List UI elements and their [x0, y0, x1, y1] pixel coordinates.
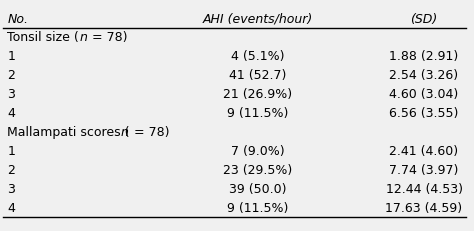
Text: 7 (9.0%): 7 (9.0%) [230, 144, 284, 158]
Text: 12.44 (4.53): 12.44 (4.53) [385, 182, 463, 195]
Text: 1: 1 [8, 50, 15, 63]
Text: 17.63 (4.59): 17.63 (4.59) [385, 201, 463, 214]
Text: 2: 2 [8, 163, 15, 176]
Text: 9 (11.5%): 9 (11.5%) [227, 201, 288, 214]
Text: Mallampati scores (: Mallampati scores ( [8, 126, 130, 139]
Text: 4 (5.1%): 4 (5.1%) [231, 50, 284, 63]
Text: Tonsil size (: Tonsil size ( [8, 31, 79, 44]
Text: 2.54 (3.26): 2.54 (3.26) [390, 69, 459, 82]
Text: (SD): (SD) [410, 12, 438, 25]
Text: 7.74 (3.97): 7.74 (3.97) [389, 163, 459, 176]
Text: 4: 4 [8, 201, 15, 214]
Text: n: n [79, 31, 87, 44]
Text: 3: 3 [8, 182, 15, 195]
Text: 1.88 (2.91): 1.88 (2.91) [390, 50, 459, 63]
Text: 4.60 (3.04): 4.60 (3.04) [390, 88, 459, 101]
Text: 4: 4 [8, 107, 15, 120]
Text: 3: 3 [8, 88, 15, 101]
Text: AHI (events/hour): AHI (events/hour) [202, 12, 312, 25]
Text: 2: 2 [8, 69, 15, 82]
Text: 1: 1 [8, 144, 15, 158]
Text: 6.56 (3.55): 6.56 (3.55) [389, 107, 459, 120]
Text: 23 (29.5%): 23 (29.5%) [223, 163, 292, 176]
Text: 41 (52.7): 41 (52.7) [229, 69, 286, 82]
Text: 2.41 (4.60): 2.41 (4.60) [390, 144, 459, 158]
Text: = 78): = 78) [130, 126, 170, 139]
Text: = 78): = 78) [89, 31, 128, 44]
Text: No.: No. [8, 12, 28, 25]
Text: n: n [121, 126, 129, 139]
Text: 21 (26.9%): 21 (26.9%) [223, 88, 292, 101]
Text: 39 (50.0): 39 (50.0) [228, 182, 286, 195]
Text: 9 (11.5%): 9 (11.5%) [227, 107, 288, 120]
